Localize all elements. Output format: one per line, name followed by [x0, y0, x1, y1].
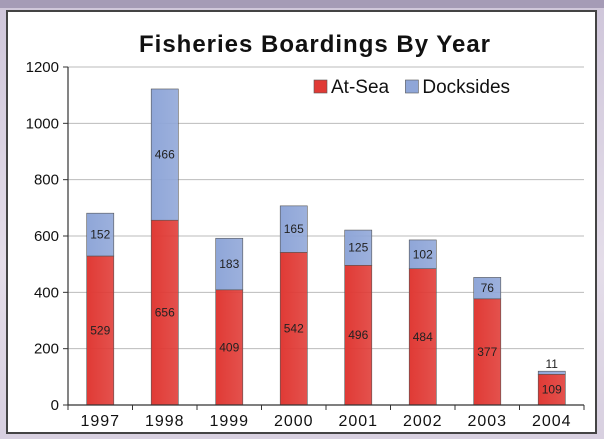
y-tick-label: 600: [34, 228, 59, 245]
data-label: 102: [413, 247, 433, 261]
data-label: 76: [481, 281, 495, 295]
data-label: 377: [477, 345, 497, 359]
bar-docksides-1998: [150, 88, 179, 221]
data-label: 11: [546, 357, 559, 371]
bar-at-sea-1998: [150, 219, 179, 406]
data-label: 183: [219, 257, 239, 271]
bar-docksides-2000: [279, 205, 308, 253]
bar-docksides-1999: [215, 237, 244, 291]
y-tick-label: 400: [34, 284, 59, 301]
x-tick-label: 2003: [467, 413, 507, 430]
data-label: 165: [284, 222, 304, 236]
bar-at-sea-2004: [537, 373, 566, 406]
bar-docksides-2003: [473, 277, 502, 300]
data-label: 496: [348, 328, 368, 342]
x-tick-label: 2001: [338, 413, 378, 430]
bar-at-sea-2000: [279, 252, 308, 406]
data-label: 542: [284, 322, 304, 336]
y-tick-label: 800: [34, 172, 59, 189]
data-label: 656: [155, 306, 175, 320]
labels-layer: 529 152 656 466 409 183 542 165 496 125 484 102 377 7…: [90, 148, 562, 397]
chart-svg: 529 152 656 466 409 183 542 165 496 125 484 102 377 7…: [26, 31, 585, 430]
grid-layer: [68, 66, 584, 350]
x-tick-label: 1999: [209, 413, 249, 430]
y-tick-label: 1000: [26, 115, 59, 132]
data-label: 529: [90, 323, 110, 337]
x-tick-label: 1997: [80, 413, 120, 430]
bar-docksides-2002: [408, 239, 437, 269]
axis-layer: 0 200 400 600 800 1000 1200 1997 1998 1999 2000 200…: [26, 59, 585, 430]
y-tick-label: 1200: [26, 59, 59, 76]
x-tick-label: 1998: [145, 413, 185, 430]
y-tick-label: 200: [34, 341, 59, 358]
data-label: 466: [155, 148, 175, 162]
bar-at-sea-2003: [473, 298, 502, 406]
bar-docksides-2004: [537, 370, 566, 375]
bar-at-sea-1999: [215, 289, 244, 406]
legend-label: Docksides: [422, 77, 510, 98]
legend-swatch-at-sea: [313, 79, 328, 94]
bars-layer: [86, 88, 566, 406]
bar-at-sea-2002: [408, 268, 437, 406]
data-label: 125: [348, 241, 368, 255]
chart-title: Fisheries Boardings By Year: [139, 31, 491, 58]
data-label: 484: [413, 330, 433, 344]
legend-label: At-Sea: [331, 77, 390, 98]
y-tick-label: 0: [51, 397, 59, 414]
chart-frame: 529 152 656 466 409 183 542 165 496 125 484 102 377 7…: [6, 10, 597, 434]
legend-swatch-docksides: [405, 79, 419, 94]
bar-docksides-1997: [86, 212, 115, 257]
data-label: 409: [219, 340, 239, 354]
legend: At-Sea Docksides: [313, 77, 510, 98]
x-tick-label: 2000: [274, 413, 314, 430]
data-label: 109: [542, 383, 562, 397]
slide-header-strip: [0, 0, 604, 8]
x-tick-label: 2004: [532, 413, 572, 430]
bar-docksides-2001: [344, 229, 373, 266]
data-label: 152: [90, 228, 110, 242]
x-tick-label: 2002: [403, 413, 443, 430]
